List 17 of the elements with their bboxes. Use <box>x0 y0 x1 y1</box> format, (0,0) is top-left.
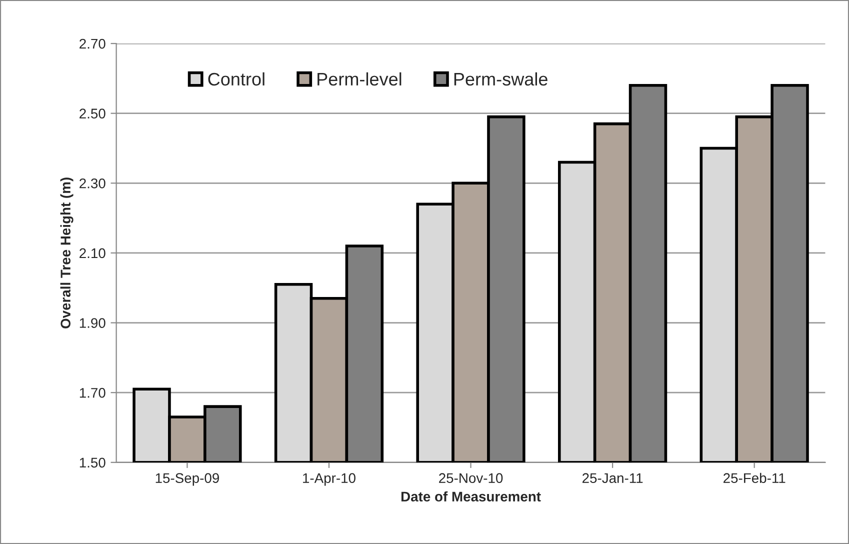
x-axis-title: Date of Measurement <box>401 491 541 502</box>
y-tick-label: 1.70 <box>80 388 106 398</box>
x-tick-label: 25-Nov-10 <box>439 473 503 484</box>
y-tick-label: 2.70 <box>80 38 106 49</box>
legend-label: Control <box>208 72 264 86</box>
y-tick-label: 1.50 <box>80 458 106 468</box>
legend-label: Perm-level <box>318 72 402 86</box>
x-tick-label: 15-Sep-09 <box>156 473 219 486</box>
x-tick-label: 25-Feb-11 <box>724 472 786 484</box>
y-tick-label: 1.90 <box>80 318 106 328</box>
y-axis-title: Overall Tree Height (m) <box>60 178 74 328</box>
legend-label: Perm-swale <box>454 72 548 86</box>
y-tick-label: 2.30 <box>80 178 106 188</box>
y-tick-label: 2.10 <box>80 248 106 258</box>
x-tick-label: 25-Jan-11 <box>582 473 643 484</box>
y-tick-label: 2.50 <box>80 108 106 119</box>
x-tick-label: 1-Apr-10 <box>303 473 356 486</box>
